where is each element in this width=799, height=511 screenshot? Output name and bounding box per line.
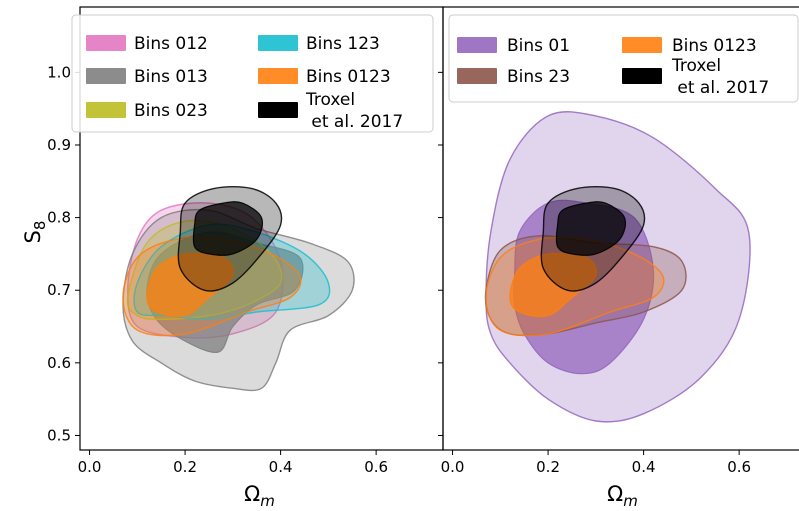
- legend-entry-troxel-et-al-2017: Troxel et al. 2017: [258, 90, 403, 132]
- series-bins-0123: [122, 236, 302, 337]
- panel-right-plot-area: [484, 111, 751, 423]
- legend-label: Bins 23: [507, 67, 570, 87]
- y-tick-label: 0.7: [47, 281, 71, 299]
- legend-entry-troxel-et-al-2017: Troxel et al. 2017: [622, 56, 769, 98]
- contour-inner-bins-0123: [146, 252, 235, 318]
- panel-left: 0.0 0.2 0.4 0.6 0.5 0.6 0.7 0.8 0.9 1.0 Ωm S8 Bins 0…: [21, 6, 444, 510]
- legend-swatch: [86, 68, 126, 84]
- contour-inner-troxel-et-al-2017: [192, 201, 264, 256]
- legend-entry-bins-0123: Bins 0123: [258, 67, 391, 87]
- legend-label: Bins 0123: [672, 36, 757, 56]
- legend-label: Bins 023: [134, 101, 208, 121]
- legend-swatch: [86, 35, 126, 51]
- x-axis-label: Ωm: [244, 482, 275, 510]
- legend-swatch: [622, 37, 662, 53]
- legend-frame: [71, 14, 434, 133]
- x-tick-label: 0.4: [632, 458, 656, 476]
- x-tick-label: 0.2: [173, 458, 197, 476]
- series-bins-0123: [485, 236, 665, 337]
- y-tick-label: 1.0: [47, 63, 71, 81]
- y-tick-label: 0.9: [47, 136, 71, 154]
- legend-label: Bins 123: [306, 34, 380, 54]
- x-tick-label: 0.6: [364, 458, 388, 476]
- panel-right-axes-frame: [442, 6, 799, 451]
- series-troxel-et-al-2017: [540, 186, 646, 292]
- legend-label: Troxel et al. 2017: [305, 90, 403, 132]
- legend-label: Bins 0123: [306, 67, 391, 87]
- panel-left-legend: Bins 012 Bins 013 Bins 023 Bins 123 Bins 012…: [71, 14, 434, 133]
- legend-swatch: [258, 68, 298, 84]
- contour-inner-troxel-et-al-2017: [555, 201, 627, 256]
- legend-entry-bins-23: Bins 23: [457, 67, 570, 87]
- legend-swatch: [622, 68, 662, 84]
- legend-frame: [448, 14, 799, 103]
- x-tick-label: 0.2: [536, 458, 560, 476]
- legend-swatch: [457, 37, 497, 53]
- legend-entry-bins-023: Bins 023: [86, 101, 208, 121]
- x-axis-label: Ωm: [607, 482, 638, 510]
- legend-label: Troxel et al. 2017: [671, 56, 769, 98]
- panel-left-plot-area: [122, 186, 355, 392]
- y-tick-label: 0.5: [47, 426, 71, 444]
- legend-swatch: [258, 35, 298, 51]
- legend-entry-bins-0123: Bins 0123: [622, 36, 757, 56]
- contour-inner-bins-0123: [509, 252, 598, 318]
- x-tick-label: 0.4: [269, 458, 293, 476]
- legend-entry-bins-123: Bins 123: [258, 34, 380, 54]
- y-tick-label: 0.6: [47, 354, 71, 372]
- legend-swatch: [86, 102, 126, 118]
- legend-label: Bins 012: [134, 34, 208, 54]
- legend-label: Bins 01: [507, 36, 570, 56]
- y-tick-label: 0.8: [47, 209, 71, 227]
- x-tick-label: 0.0: [78, 458, 102, 476]
- legend-swatch: [258, 102, 298, 118]
- series-troxel-et-al-2017: [177, 186, 283, 292]
- legend-swatch: [457, 68, 497, 84]
- legend-entry-bins-012: Bins 012: [86, 34, 208, 54]
- legend-entry-bins-013: Bins 013: [86, 67, 208, 87]
- legend-entry-bins-01: Bins 01: [457, 36, 570, 56]
- x-tick-label: 0.0: [441, 458, 465, 476]
- x-tick-label: 0.6: [727, 458, 751, 476]
- y-axis-label: S8: [21, 221, 49, 244]
- panel-right: 0.0 0.2 0.4 0.6 Ωm Bins 01 Bins 23 Bins 0123Tro…: [438, 6, 799, 510]
- legend-label: Bins 013: [134, 67, 208, 87]
